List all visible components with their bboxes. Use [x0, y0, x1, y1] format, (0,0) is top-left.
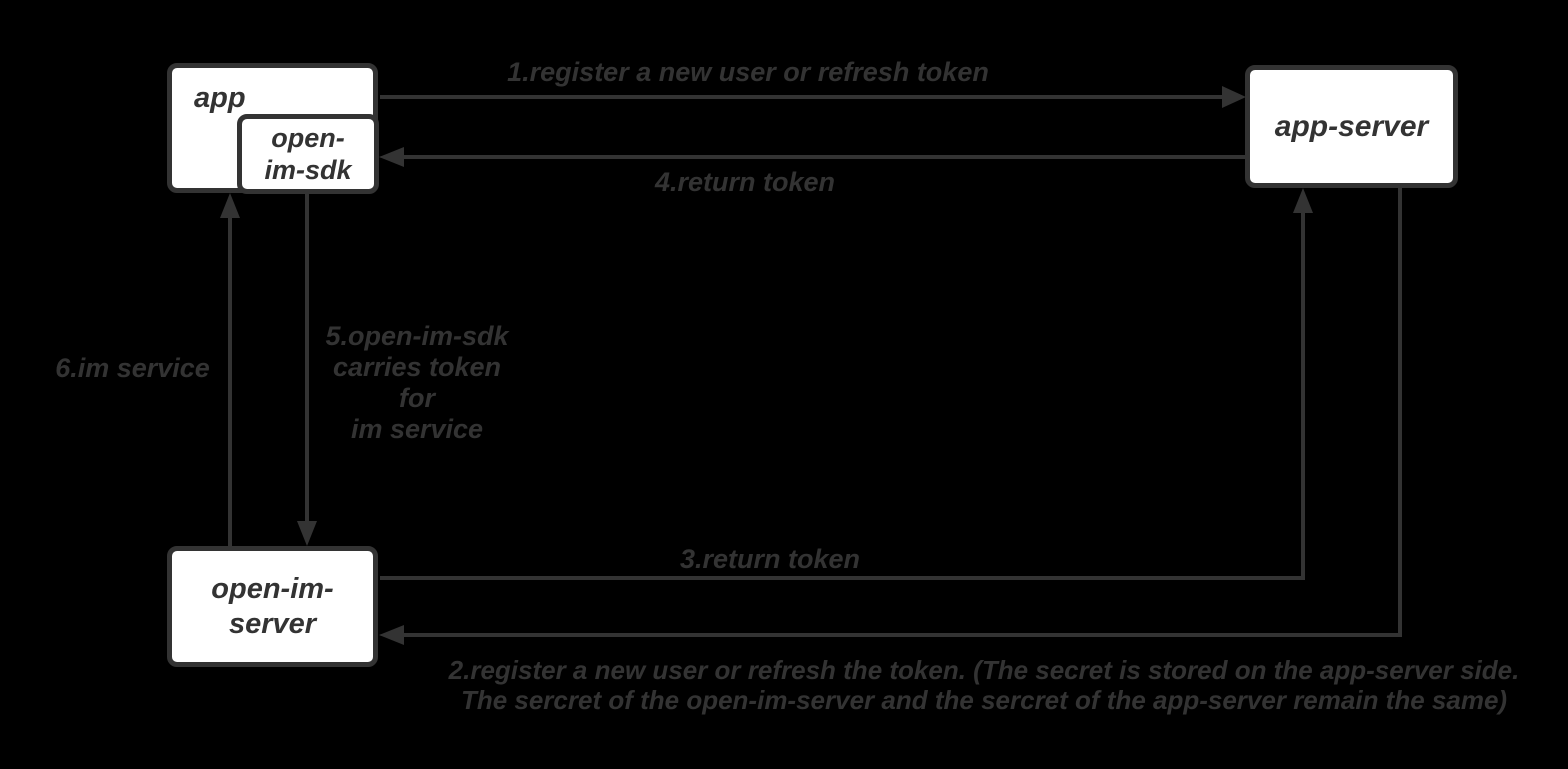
open-im-sdk-node: open- im-sdk — [237, 114, 379, 194]
open-im-server-label-line2: server — [228, 607, 317, 640]
edge-6-label: 6.im service — [55, 353, 210, 383]
edge-2-arrowhead-icon — [379, 625, 404, 645]
edge-3-arrowhead-icon — [1293, 188, 1313, 213]
edge-4-arrowhead-icon — [379, 147, 404, 167]
edge-5-label-line2: carries token for — [332, 352, 502, 413]
edge-2-label-line2: The sercret of the open-im-server and th… — [460, 685, 1508, 715]
edge-5-label-line3: im service — [350, 414, 484, 444]
edge-4-label: 4.return token — [654, 167, 836, 197]
app-node-label: app — [194, 82, 246, 114]
edge-2-label: 2.register a new user or refresh the tok… — [420, 655, 1548, 715]
edge-5-label: 5.open-im-sdk carries token for im servi… — [312, 321, 522, 445]
edge-2-line — [404, 188, 1402, 637]
edge-1-label: 1.register a new user or refresh token — [507, 57, 989, 87]
app-server-node-label: app-server — [1274, 109, 1429, 143]
edge-5-label-line1: 5.open-im-sdk — [325, 321, 509, 351]
edge-6-arrowhead-icon — [220, 193, 240, 218]
edge-1-arrowhead-icon — [1222, 86, 1246, 108]
app-server-node: app-server — [1245, 65, 1458, 188]
open-im-server-node: open-im- server — [167, 546, 378, 667]
edge-5-arrowhead-icon — [297, 521, 317, 546]
edge-3-line — [380, 213, 1305, 580]
open-im-server-label-line1: open-im- — [211, 572, 334, 605]
open-im-sdk-label-line2: im-sdk — [264, 155, 352, 185]
edge-3-label: 3.return token — [679, 544, 861, 574]
open-im-sdk-label-line1: open- — [271, 123, 345, 153]
edge-2-label-line1: 2.register a new user or refresh the tok… — [448, 655, 1520, 685]
